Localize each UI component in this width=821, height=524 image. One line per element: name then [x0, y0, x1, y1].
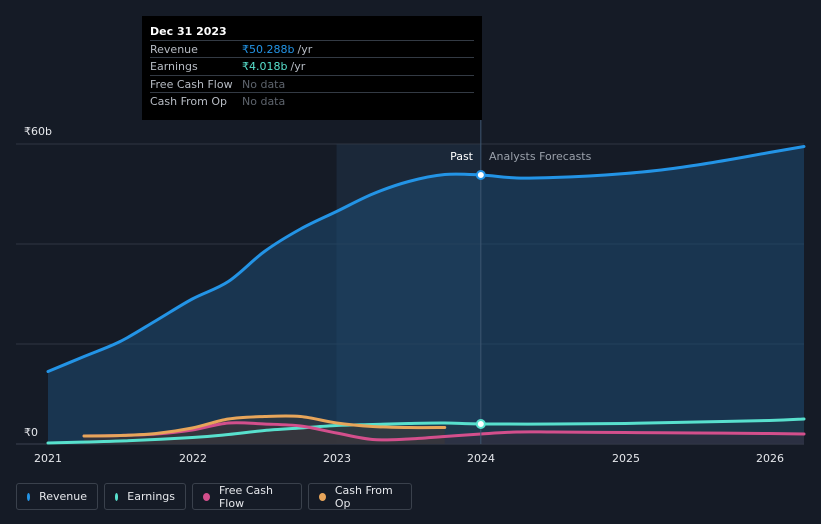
y-tick-label-top: ₹60b: [24, 125, 52, 138]
chart-markers: [475, 170, 486, 429]
x-tick-label-2025: 2025: [612, 452, 640, 465]
tooltip-fcf-value: No data: [242, 78, 286, 91]
forecast-label: Analysts Forecasts: [489, 150, 592, 163]
tooltip-row-label: Earnings: [150, 60, 198, 73]
tooltip-earnings-value: ₹4.018b: [242, 60, 288, 73]
legend-dot-icon: [115, 492, 119, 501]
free-cash-flow-line: [82, 421, 806, 442]
tooltip-unit: /yr: [297, 43, 313, 56]
tooltip-row-value: ₹4.018b/yr: [242, 60, 305, 73]
x-tick-label-2024: 2024: [467, 452, 495, 465]
legend-item-revenue[interactable]: Revenue: [16, 483, 98, 510]
legend-label: Free Cash Flow: [218, 483, 273, 510]
revenue-area: [48, 146, 804, 444]
revenue-line: [46, 145, 806, 373]
legend-item-earnings[interactable]: Earnings: [104, 483, 186, 510]
past-label: Past: [450, 150, 473, 163]
x-tick-label-2022: 2022: [179, 452, 207, 465]
revenue-marker: [475, 170, 486, 180]
legend: Revenue Earnings Free Cash Flow Cash Fro…: [16, 483, 412, 510]
legend-label: Earnings: [127, 490, 175, 503]
tooltip-row-value: ₹50.288b/yr: [242, 43, 312, 56]
tooltip: Dec 31 2023 Revenue ₹50.288b/yr Earnings…: [142, 16, 482, 120]
cash-from-op-line: [82, 414, 447, 438]
tooltip-date: Dec 31 2023: [150, 25, 227, 38]
legend-dot-icon: [319, 492, 326, 501]
tooltip-cfo-value: No data: [242, 95, 286, 108]
x-tick-label-2026: 2026: [756, 452, 784, 465]
tooltip-revenue-value: ₹50.288b: [242, 43, 295, 56]
x-tick-label-2023: 2023: [323, 452, 351, 465]
legend-dot-icon: [27, 492, 31, 501]
tooltip-row-earnings: Earnings ₹4.018b/yr: [150, 57, 474, 75]
legend-label: Cash From Op: [334, 483, 393, 510]
tooltip-row-revenue: Revenue ₹50.288b/yr: [150, 40, 474, 58]
tooltip-row-cash-from-op: Cash From Op No data: [150, 92, 474, 110]
legend-item-cash-from-op[interactable]: Cash From Op: [308, 483, 412, 510]
y-tick-label-zero: ₹0: [24, 426, 38, 439]
legend-label: Revenue: [39, 490, 87, 503]
chart-area-fills: [48, 146, 804, 444]
tooltip-row-label: Revenue: [150, 43, 198, 56]
earnings-line: [46, 417, 806, 445]
tooltip-row-free-cash-flow: Free Cash Flow No data: [150, 75, 474, 93]
tooltip-row-label: Free Cash Flow: [150, 78, 233, 91]
legend-item-free-cash-flow[interactable]: Free Cash Flow: [192, 483, 302, 510]
earnings-marker: [475, 419, 486, 429]
x-tick-label-2021: 2021: [34, 452, 62, 465]
tooltip-row-label: Cash From Op: [150, 95, 228, 108]
legend-dot-icon: [203, 492, 210, 501]
chart-series-lines: [46, 145, 806, 445]
tooltip-unit: /yr: [290, 60, 306, 73]
